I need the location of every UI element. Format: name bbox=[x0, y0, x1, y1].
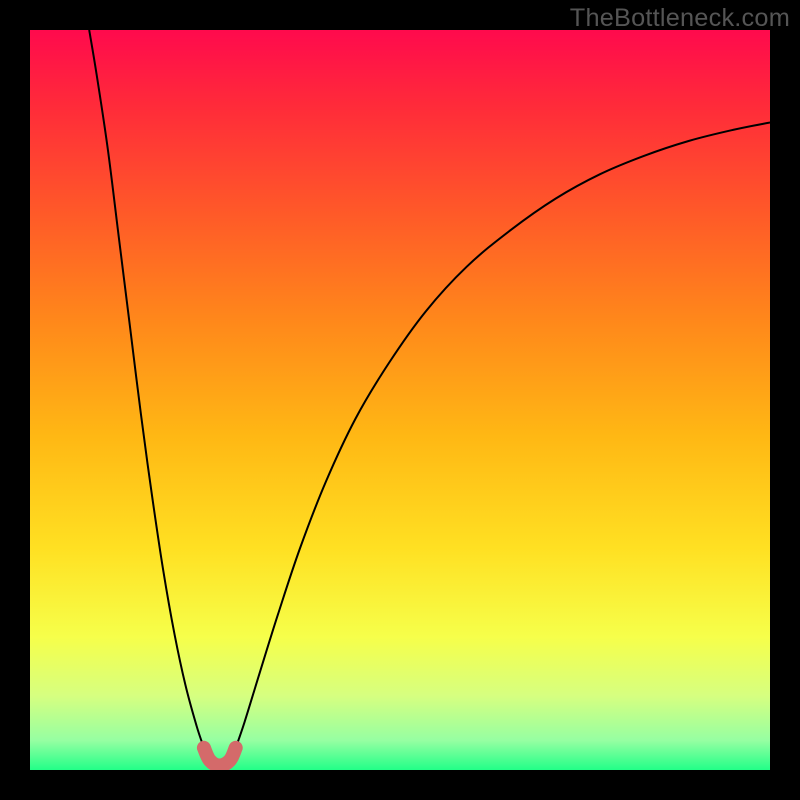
curve-layer bbox=[30, 30, 770, 770]
chart-canvas: TheBottleneck.com bbox=[0, 0, 800, 800]
watermark-text: TheBottleneck.com bbox=[570, 4, 790, 33]
optimal-range-highlight bbox=[204, 748, 236, 766]
plot-area bbox=[30, 30, 770, 770]
bottleneck-curve bbox=[89, 30, 770, 766]
